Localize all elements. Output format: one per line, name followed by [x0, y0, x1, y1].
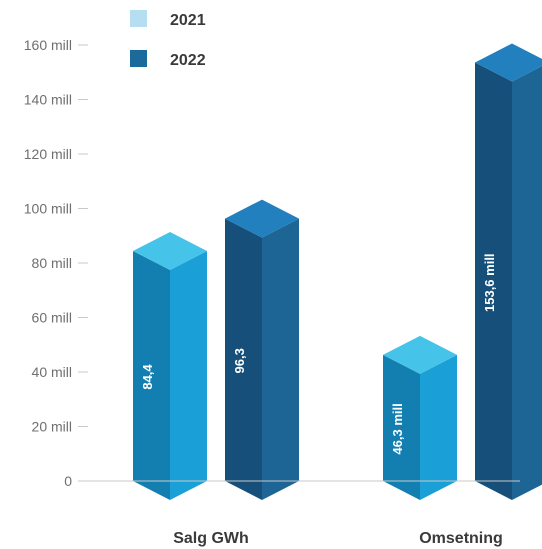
x-axis: Salg GWh Omsetning: [88, 480, 520, 547]
bar-top-face: [133, 232, 207, 271]
bar-top-face: [225, 199, 299, 238]
bar-value-label: 84,4: [140, 364, 155, 390]
legend-label: 2021: [170, 12, 206, 29]
bar-right-face: [170, 251, 207, 500]
y-tick-label: 100 mill: [24, 201, 72, 217]
bars: 84,4 96,3 46,3 mill 153,6 mill: [133, 43, 542, 500]
bar-value-label: 46,3 mill: [390, 403, 405, 454]
legend-item-2021: 2021: [130, 10, 206, 29]
bar-left-face: [383, 354, 420, 500]
bar-right-face: [512, 66, 542, 500]
y-tick-label: 140 mill: [24, 92, 72, 108]
legend-swatch: [130, 50, 147, 67]
bar-left-face: [225, 218, 262, 500]
bar-2022-1: 153,6 mill: [475, 43, 542, 500]
legend: 2021 2022: [130, 10, 206, 69]
bar-value-label: 153,6 mill: [482, 253, 497, 312]
bar-right-face: [262, 218, 299, 500]
y-tick-label: 40 mill: [32, 364, 72, 380]
bar-value-label: 96,3: [232, 348, 247, 373]
bar-top-face: [383, 335, 457, 374]
y-tick-label: 120 mill: [24, 146, 72, 162]
y-tick-label: 20 mill: [32, 419, 72, 435]
y-axis: 0 20 mill 40 mill 60 mill 80 mill 100 mill 120…: [24, 37, 88, 489]
bar-2022-0: 96,3: [225, 199, 299, 500]
legend-swatch: [130, 10, 147, 27]
y-tick-label: 0: [64, 473, 72, 489]
legend-label: 2022: [170, 52, 206, 69]
bar-2021-1: 46,3 mill: [383, 335, 457, 500]
category-label: Omsetning: [419, 530, 503, 547]
bar-left-face: [133, 251, 170, 500]
y-tick-label: 80 mill: [32, 255, 72, 271]
bar-top-face: [475, 43, 542, 82]
y-tick-label: 160 mill: [24, 37, 72, 53]
category-label: Salg GWh: [173, 530, 249, 547]
bar-2021-0: 84,4: [133, 232, 207, 500]
bar-left-face: [475, 62, 512, 500]
legend-item-2022: 2022: [130, 50, 206, 69]
bar-right-face: [420, 354, 457, 500]
y-tick-label: 60 mill: [32, 310, 72, 326]
